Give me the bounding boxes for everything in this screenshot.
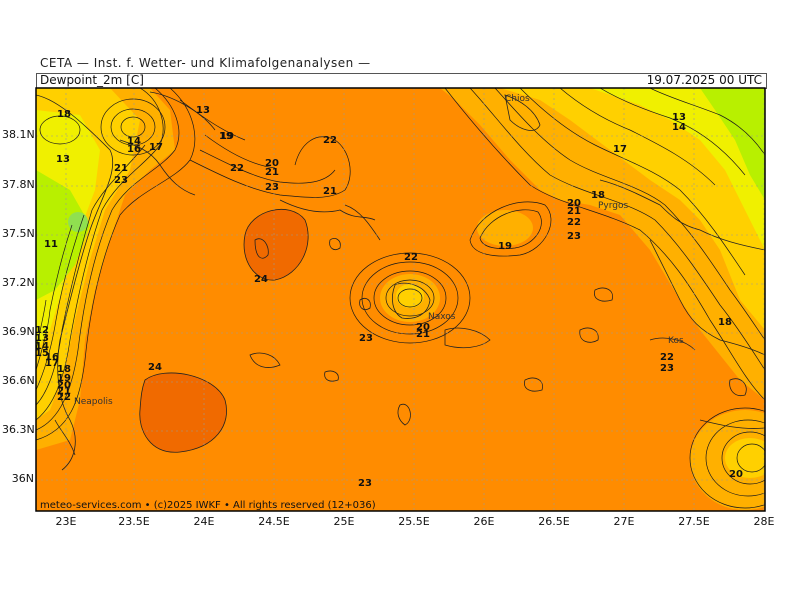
field-24-southwest [139, 372, 227, 453]
contour-label: 12 [35, 325, 49, 336]
place-label: Pyrgos [598, 201, 629, 211]
contour-label: 19 [57, 373, 71, 384]
lon-tick-label: 24E [193, 515, 215, 528]
contour-label: 23 [660, 363, 674, 374]
contour-label: 13 [196, 105, 210, 116]
contour-label: 21 [416, 329, 430, 340]
copyright-footer: meteo-services.com • (c)2025 IWKF • All … [40, 500, 376, 511]
contour-label: 14 [127, 136, 141, 147]
variable-label: Dewpoint_2m [C] [40, 73, 144, 87]
contour-label: 18 [57, 364, 71, 375]
contour-label: 20 [567, 198, 581, 209]
contour-label: 22 [660, 352, 674, 363]
lat-tick-label: 37.8N [2, 178, 35, 191]
place-labels: Chios Pyrgos Naxos Kos Neapolis [74, 94, 684, 407]
contour-label: 13 [56, 154, 70, 165]
contour-label: 11 [44, 239, 58, 250]
contour-label: 23 [359, 333, 373, 344]
lat-tick-label: 36N [11, 472, 34, 485]
field-ne-14 [590, 88, 765, 250]
map-frame [35, 87, 766, 512]
contour-label: 23 [358, 478, 372, 489]
contour-label: 20 [729, 469, 743, 480]
lat-tick-label: 36.9N [2, 325, 35, 338]
contour-label: 21 [567, 206, 581, 217]
contour-label: 18 [591, 190, 605, 201]
contour-label: 22 [57, 392, 71, 403]
field-se-core [725, 438, 765, 478]
contour-label: 19 [219, 131, 233, 142]
contour-label: 22 [230, 163, 244, 174]
contour-label: 14 [672, 122, 686, 133]
contour-label: 21 [265, 167, 279, 178]
contour-label: 21 [57, 386, 71, 397]
field-24-center [243, 209, 309, 281]
contour-label: 16 [45, 352, 59, 363]
lat-tick-label: 38.1N [2, 128, 35, 141]
source-header: CETA — Inst. f. Wetter- und Klimafolgena… [40, 56, 371, 70]
lon-tick-label: 23E [55, 515, 77, 528]
lon-tick-label: 27E [613, 515, 635, 528]
contour-label: 23 [114, 175, 128, 186]
lon-tick-label: 27.5E [678, 515, 710, 528]
lat-tick-label: 36.3N [2, 423, 35, 436]
contour-label: 17 [149, 142, 163, 153]
contour-label: 22 [567, 217, 581, 228]
lon-tick-label: 26.5E [538, 515, 570, 528]
lon-tick-label: 25.5E [398, 515, 430, 528]
contour-label: 21 [114, 163, 128, 174]
contour-label: 22 [323, 135, 337, 146]
lon-tick-label: 23.5E [118, 515, 150, 528]
lon-tick-label: 26E [473, 515, 495, 528]
contour-label: 17 [45, 358, 59, 369]
place-label: Neapolis [74, 397, 113, 407]
contour-label: 17 [613, 144, 627, 155]
field-naxos-core [396, 284, 424, 308]
contour-label: 14 [35, 341, 49, 352]
contour-label: 18 [57, 109, 71, 120]
lon-tick-label: 25E [333, 515, 355, 528]
contour-label: 21 [323, 186, 337, 197]
field-ne-17 [500, 88, 765, 330]
contour-label: 16 [127, 144, 141, 155]
contour-label: 24 [148, 362, 162, 373]
lat-tick-label: 36.6N [2, 374, 35, 387]
contour-label: 23 [567, 231, 581, 242]
contour-label: 19 [220, 131, 234, 142]
lon-tick-label: 28E [753, 515, 775, 528]
contour-label: 19 [498, 241, 512, 252]
contour-label: 20 [265, 158, 279, 169]
place-label: Kos [668, 336, 684, 346]
lon-tick-label: 24.5E [258, 515, 290, 528]
place-label: Naxos [428, 312, 456, 322]
contour-label: 20 [416, 322, 430, 333]
field-ne-11 [700, 88, 765, 200]
contour-label: 15 [35, 348, 49, 359]
contour-label: 20 [57, 380, 71, 391]
lat-tick-label: 37.5N [2, 227, 35, 240]
contour-label: 13 [35, 333, 49, 344]
valid-time: 19.07.2025 00 UTC [646, 73, 762, 87]
lat-tick-label: 37.2N [2, 276, 35, 289]
contour-label: 13 [672, 112, 686, 123]
field-ikaria [477, 210, 533, 246]
contour-label: 24 [254, 274, 268, 285]
contour-label: 23 [265, 182, 279, 193]
contour-label: 22 [404, 252, 418, 263]
contour-label: 18 [718, 317, 732, 328]
place-label: Chios [505, 94, 530, 104]
